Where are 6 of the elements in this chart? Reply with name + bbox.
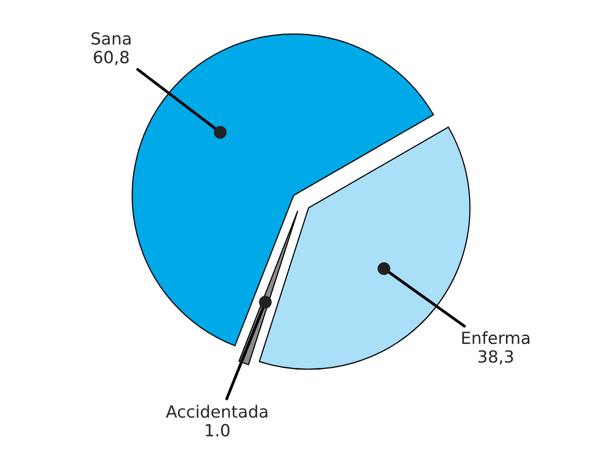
data-label: 1.0 (206, 424, 230, 436)
data-label: 38,3 (478, 350, 513, 364)
slice-label: Sana (92, 32, 131, 45)
slice-label: Accidentada (166, 404, 268, 418)
data-label: 60,8 (94, 50, 129, 66)
slice-label: Enferma (462, 331, 530, 344)
